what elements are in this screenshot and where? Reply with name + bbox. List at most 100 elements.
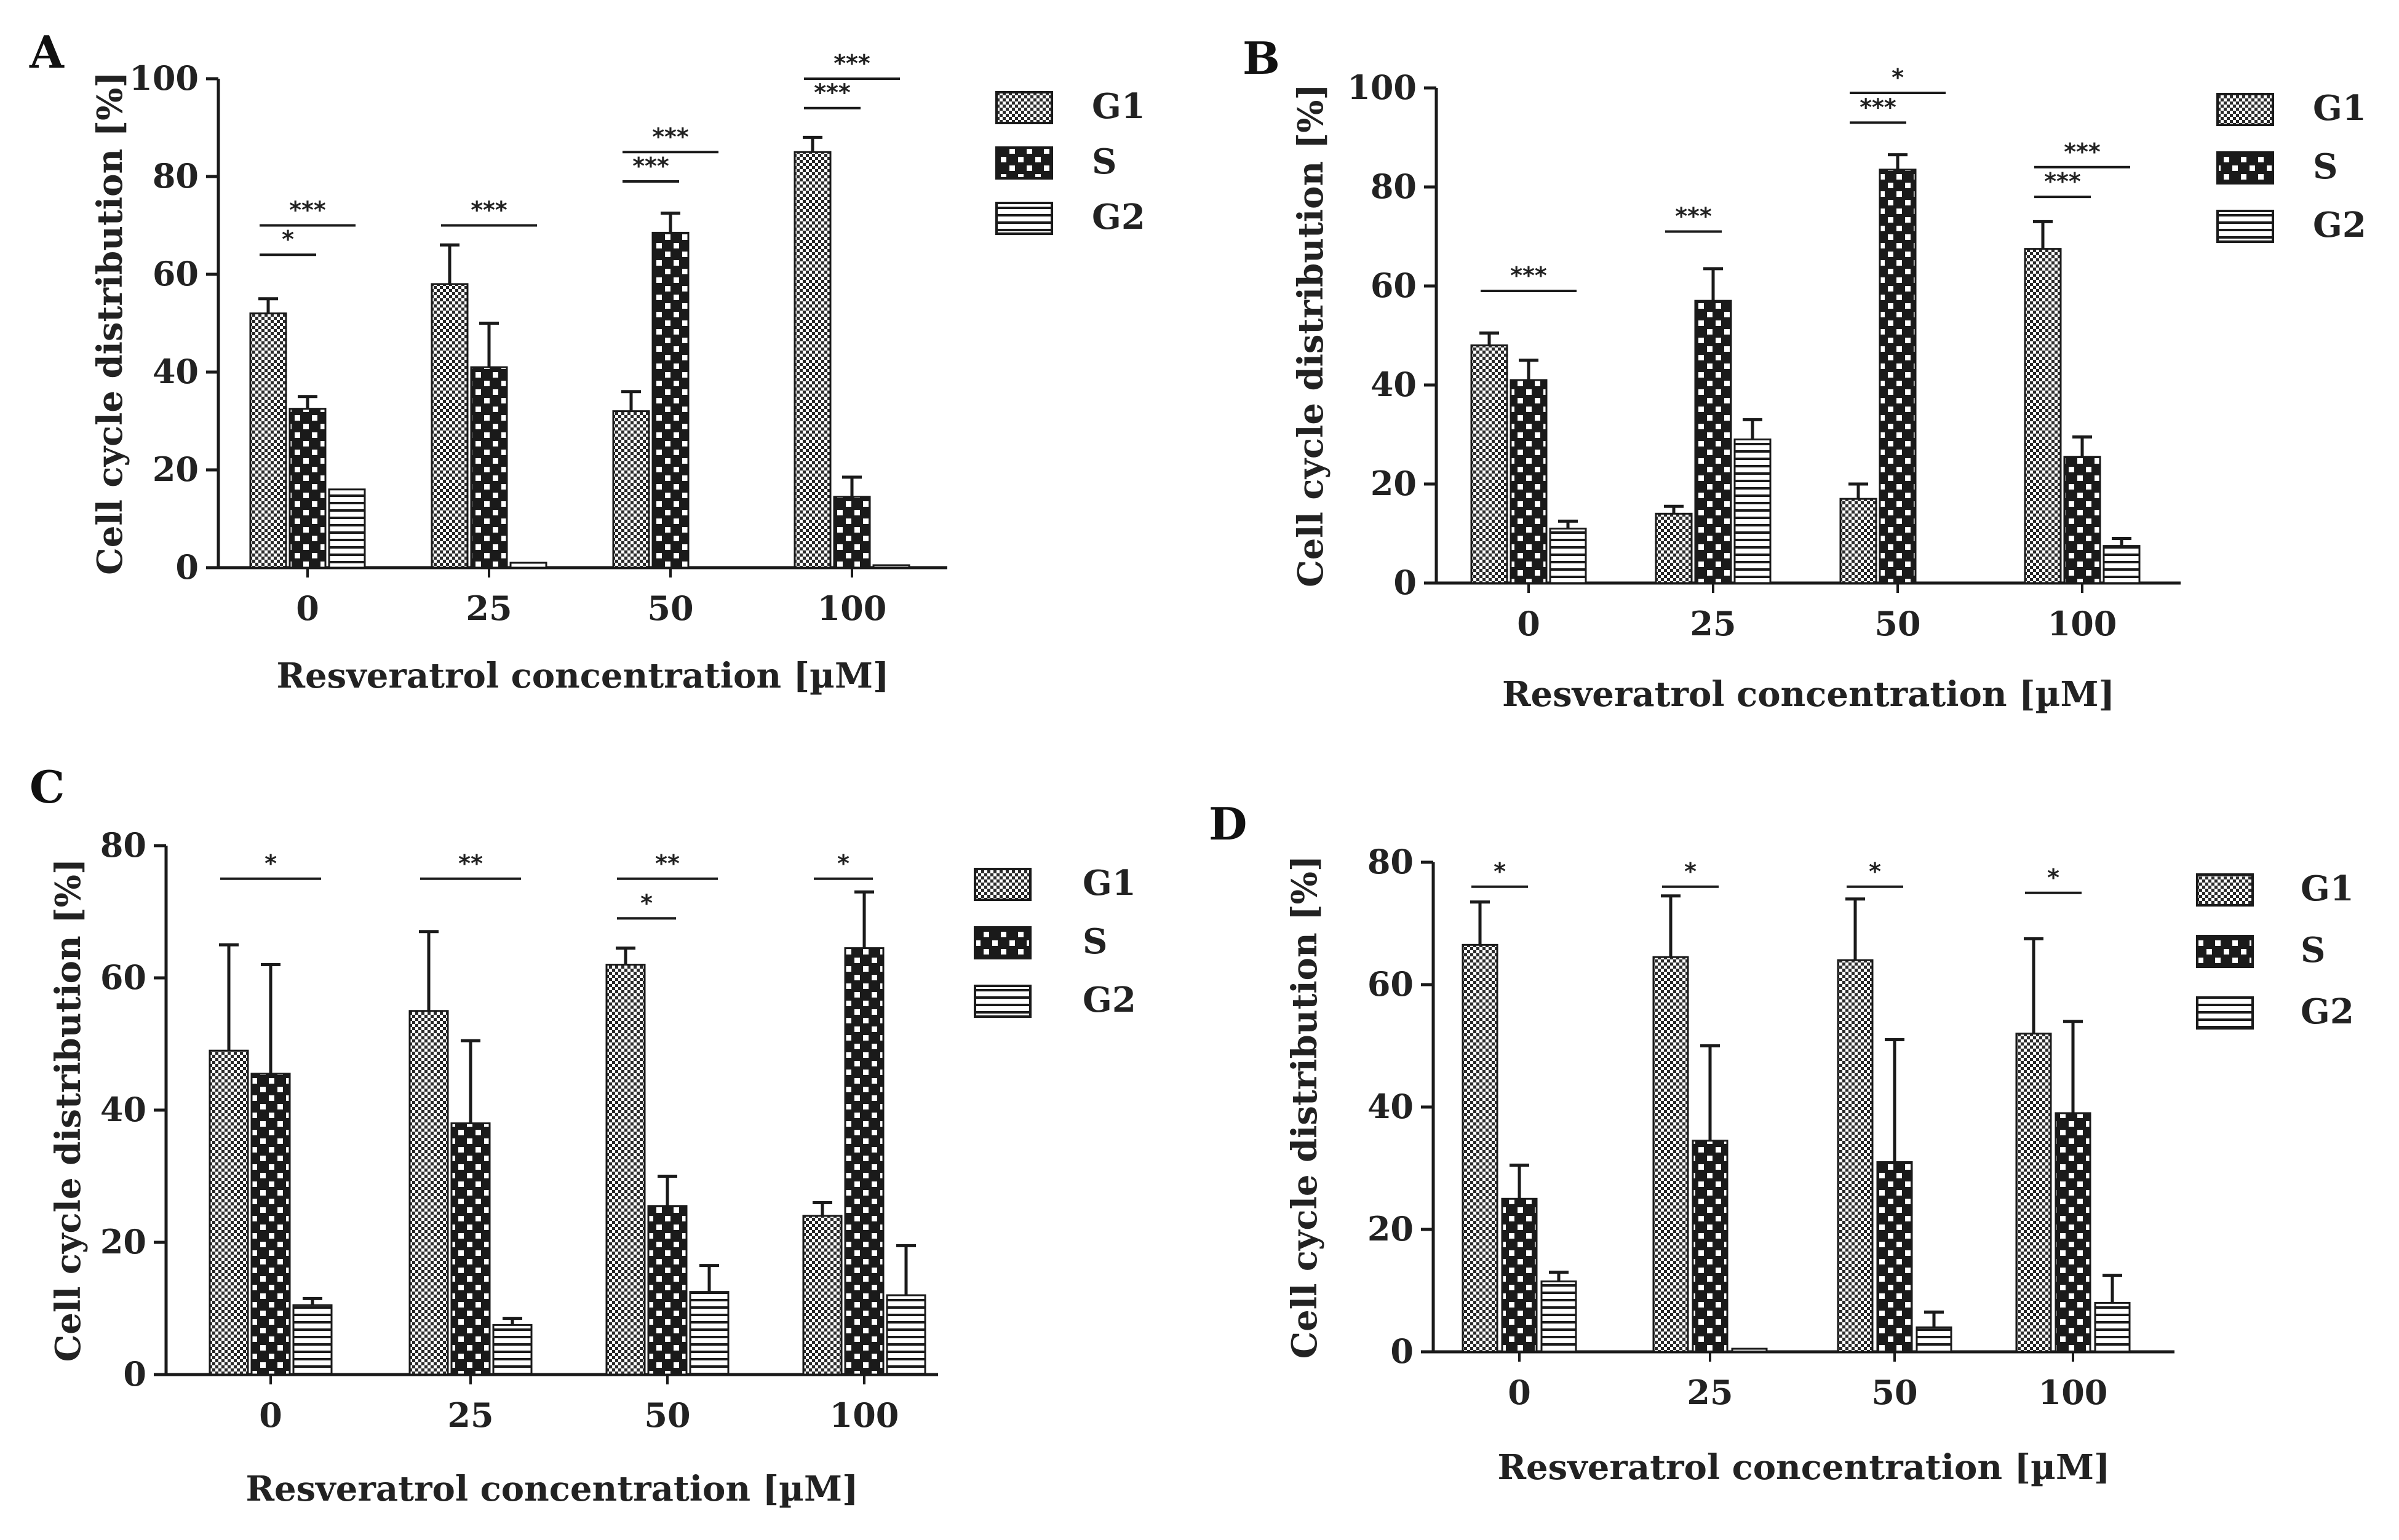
legend-swatch-G1 xyxy=(2196,873,2254,907)
legend-label-G2: G2 xyxy=(1083,980,1136,1020)
legend-label-G2: G2 xyxy=(2313,205,2366,245)
x-tick-label: 25 xyxy=(1690,604,1736,643)
significance-label: * xyxy=(1494,858,1506,885)
bar-G2-25 xyxy=(1731,1348,1768,1353)
y-axis-title: Cell cycle distribution [%] xyxy=(90,71,130,575)
y-axis-title: Cell cycle distribution [%] xyxy=(1284,855,1325,1359)
bar-G1-50 xyxy=(1837,959,1874,1353)
significance-label: * xyxy=(1892,64,1904,91)
legend-label-G1: G1 xyxy=(1092,86,1145,127)
legend-swatch-S xyxy=(2196,935,2254,968)
panel-A: A 0 20 40 60 80 100 0 25 50 100 Resveratrol concent… xyxy=(29,26,1145,696)
significance-label: *** xyxy=(289,197,326,224)
bar-S-25 xyxy=(1692,1140,1729,1353)
x-tick-label: 50 xyxy=(1871,1373,1917,1412)
x-tick-label: 0 xyxy=(1517,604,1540,643)
bar-G1-0 xyxy=(209,1049,249,1376)
legend-swatch-G2 xyxy=(2196,996,2254,1030)
legend-label-G1: G1 xyxy=(1083,863,1136,903)
bar-G2-0 xyxy=(328,488,366,569)
legend-swatch-S xyxy=(2216,151,2274,185)
y-tick-label: 20 xyxy=(1367,1209,1414,1248)
panel-C: C 0 20 40 60 80 0 25 50 100 Resveratrol concentrat… xyxy=(30,761,1136,1509)
bar-G2-0 xyxy=(1540,1280,1577,1353)
significance-label: ** xyxy=(655,850,680,877)
bar-S-100 xyxy=(2063,456,2101,584)
y-tick-label: 20 xyxy=(100,1222,146,1261)
bar-S-50 xyxy=(647,1205,688,1376)
bar-G2-25 xyxy=(492,1324,533,1376)
y-tick-label: 60 xyxy=(100,958,146,997)
legend-swatch-G2 xyxy=(995,202,1053,235)
legend-label-G2: G2 xyxy=(2301,991,2354,1032)
x-tick-label: 100 xyxy=(2039,1373,2108,1412)
bar-S-0 xyxy=(1510,379,1548,584)
bar-G2-100 xyxy=(2094,1301,2131,1353)
bar-G1-100 xyxy=(2024,248,2062,584)
panel-letter: B xyxy=(1243,32,1280,84)
bar-S-100 xyxy=(833,496,871,569)
bar-G1-25 xyxy=(1655,512,1693,584)
bar-G2-25 xyxy=(1733,439,1772,584)
significance-label: *** xyxy=(2044,168,2081,195)
bar-G1-100 xyxy=(802,1215,843,1376)
bar-G2-0 xyxy=(1549,527,1587,584)
bar-G1-0 xyxy=(249,312,287,569)
y-axis-title: Cell cycle distribution [%] xyxy=(1291,84,1331,587)
bar-G1-0 xyxy=(1470,344,1508,584)
significance-label: *** xyxy=(2064,138,2101,165)
significance-label: *** xyxy=(632,153,669,180)
bar-S-50 xyxy=(651,231,690,569)
bar-G1-100 xyxy=(794,151,832,569)
bar-S-25 xyxy=(450,1122,491,1376)
y-tick-label: 100 xyxy=(129,58,199,98)
y-axis-title: Cell cycle distribution [%] xyxy=(48,859,89,1362)
bar-S-0 xyxy=(288,408,327,569)
legend-label-G2: G2 xyxy=(1092,197,1145,237)
x-tick-label: 100 xyxy=(830,1395,899,1435)
bar-S-0 xyxy=(250,1073,291,1376)
panel-B: B 0 20 40 60 80 100 0 25 50 100 Resveratrol concent… xyxy=(1243,32,2366,715)
x-tick-label: 0 xyxy=(259,1395,282,1435)
bar-G1-50 xyxy=(605,964,646,1376)
significance-label: * xyxy=(1869,858,1881,885)
x-axis-title: Resveratrol concentration [µM] xyxy=(1497,1447,2110,1488)
legend-swatch-S xyxy=(995,146,1053,180)
bar-G1-0 xyxy=(1462,943,1498,1353)
x-axis-title: Resveratrol concentration [µM] xyxy=(245,1469,858,1509)
x-tick-label: 25 xyxy=(466,589,512,628)
x-tick-label: 25 xyxy=(1687,1373,1733,1412)
bar-G2-100 xyxy=(872,564,910,569)
significance-label: * xyxy=(1684,858,1697,885)
bar-G2-50 xyxy=(1916,1326,1952,1353)
bar-S-50 xyxy=(1876,1161,1913,1353)
bar-G1-50 xyxy=(1839,498,1877,584)
panel-letter: C xyxy=(30,761,65,813)
bar-G1-100 xyxy=(2015,1033,2052,1353)
significance-label: *** xyxy=(652,123,689,150)
bar-S-100 xyxy=(844,947,885,1376)
significance-label: * xyxy=(282,226,294,253)
legend-swatch-G1 xyxy=(995,91,1053,124)
x-tick-label: 50 xyxy=(647,589,693,628)
y-tick-label: 40 xyxy=(1371,365,1417,404)
significance-label: *** xyxy=(1510,262,1547,289)
significance-label: *** xyxy=(1675,202,1712,229)
bar-S-0 xyxy=(1501,1197,1538,1353)
bar-G2-25 xyxy=(509,562,547,569)
legend-label-S: S xyxy=(2313,146,2337,187)
bar-G2-50 xyxy=(689,1291,730,1376)
x-tick-label: 100 xyxy=(818,589,887,628)
legend-swatch-G2 xyxy=(2216,210,2274,243)
significance-label: ** xyxy=(458,850,483,877)
bar-G2-0 xyxy=(292,1304,333,1376)
x-tick-label: 100 xyxy=(2048,604,2117,643)
legend-label-S: S xyxy=(1083,921,1107,962)
x-axis-title: Resveratrol concentration [µM] xyxy=(1502,674,2115,715)
bar-S-50 xyxy=(1879,169,1917,584)
panel-letter: A xyxy=(29,26,65,78)
significance-label: * xyxy=(640,889,653,916)
y-tick-label: 0 xyxy=(1393,563,1417,602)
y-tick-label: 0 xyxy=(175,547,199,587)
